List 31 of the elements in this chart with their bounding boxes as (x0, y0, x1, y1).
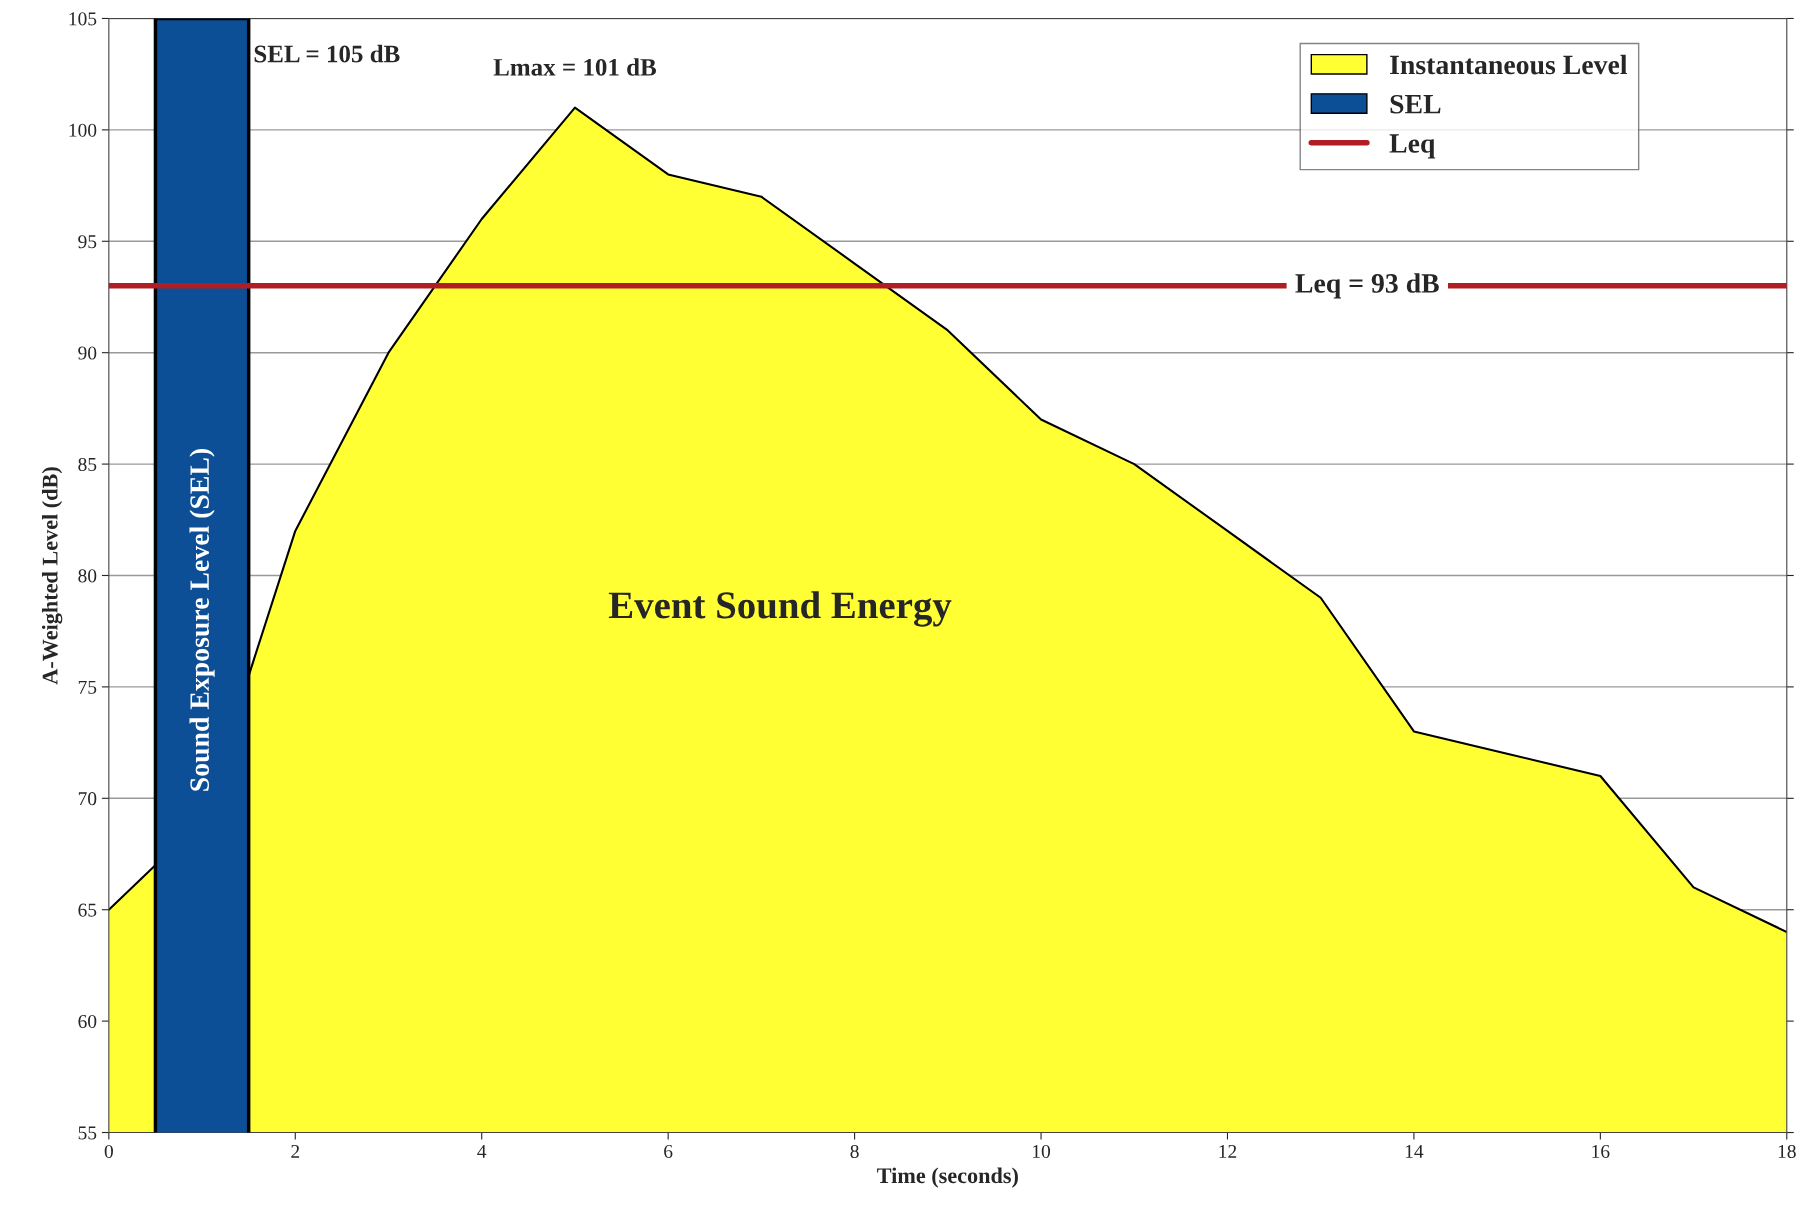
y-tick-label: 55 (78, 1126, 97, 1140)
x-tick-label: 12 (1219, 1144, 1237, 1158)
x-tick-label: 2 (291, 1144, 300, 1158)
legend-label: Leq (1389, 134, 1436, 159)
annotation: Sound Exposure Level (SEL) (189, 449, 215, 791)
y-tick-label: 95 (78, 235, 97, 249)
y-axis-title: A-Weighted Level (dB) (41, 467, 63, 685)
y-tick-label: 90 (78, 346, 97, 360)
x-tick-label: 14 (1405, 1144, 1424, 1158)
x-tick-label: 18 (1778, 1144, 1796, 1159)
annotation: Lmax = 101 dB (493, 58, 657, 76)
y-tick-label: 100 (69, 123, 97, 137)
x-tick-label: 6 (664, 1144, 673, 1159)
y-tick-label: 80 (78, 569, 97, 583)
x-tick-label: 8 (850, 1144, 859, 1159)
y-tick-label: 85 (78, 457, 97, 472)
legend-label: Instantaneous Level (1390, 54, 1628, 75)
x-tick-label: 4 (477, 1145, 487, 1158)
annotation: Event Sound Energy (608, 591, 952, 627)
legend-label: SEL (1390, 94, 1441, 114)
y-tick-label: 75 (78, 680, 97, 694)
annotation: Leq = 93 dB (1295, 273, 1439, 299)
y-tick-label: 65 (78, 903, 97, 917)
y-tick-label: 70 (78, 792, 97, 806)
y-tick-label: 105 (69, 12, 97, 26)
y-tick-label: 60 (78, 1014, 97, 1029)
x-tick-label: 16 (1592, 1144, 1610, 1159)
x-axis-title: Time (seconds) (877, 1167, 1018, 1188)
x-tick-label: 10 (1033, 1144, 1051, 1159)
annotation: SEL = 105 dB (254, 44, 400, 63)
x-tick-label: 0 (104, 1144, 113, 1159)
